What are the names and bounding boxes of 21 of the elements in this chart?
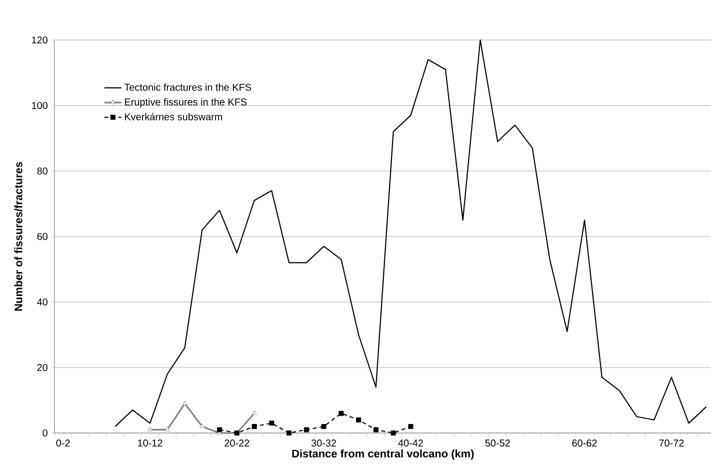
x-tick-label: 40-42 — [398, 440, 423, 447]
y-tick-label: 40 — [37, 298, 48, 306]
x-tick-label: 0-2 — [56, 440, 70, 447]
y-tick-label: 80 — [37, 167, 48, 175]
x-tick-label: 10-12 — [138, 440, 162, 447]
x-tick-label: 30-32 — [311, 440, 336, 447]
y-tick-label: 120 — [32, 36, 48, 44]
y-tick-label: 20 — [37, 364, 48, 372]
y-tick-label: 100 — [32, 102, 48, 110]
x-tick-label: 50-52 — [485, 440, 510, 447]
legend-label: Kverkárnes subswarm — [124, 112, 222, 120]
y-tick-label: 0 — [42, 429, 48, 437]
legend-label: Eruptive fissures in the KFS — [124, 98, 247, 108]
line-series — [114, 39, 707, 427]
legend-label: Tectonic fractures in the KFS — [124, 83, 252, 91]
x-axis-title: Distance from central volcano (km) — [292, 449, 474, 460]
y-axis-title: Number of fissures/fractures — [14, 162, 22, 311]
x-tick-label: 70-72 — [659, 440, 684, 447]
x-tick-label: 20-22 — [224, 440, 250, 447]
y-tick-label: 60 — [37, 232, 48, 240]
x-tick-label: 60-62 — [572, 440, 597, 447]
